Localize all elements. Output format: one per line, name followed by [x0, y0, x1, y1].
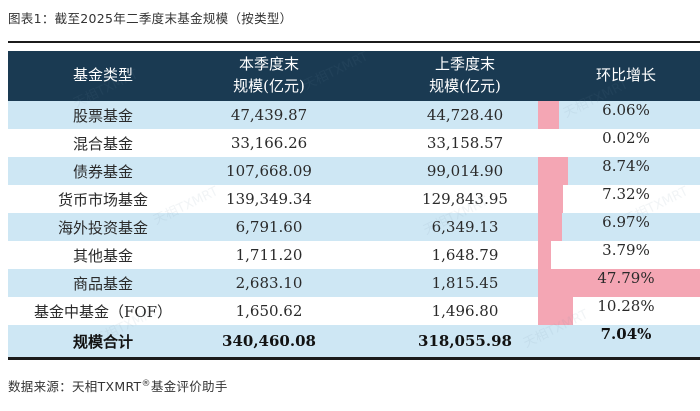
cell-growth: 0.02%	[538, 129, 700, 157]
cell-previous: 1,496.80	[431, 302, 499, 320]
growth-bar	[538, 241, 551, 269]
cell-fund-type: 规模合计	[72, 332, 133, 351]
cell-previous: 318,055.98	[418, 332, 512, 350]
growth-bar	[538, 269, 700, 297]
header-previous-line2: 规模(亿元)	[429, 77, 501, 95]
cell-previous: 33,158.57	[426, 134, 504, 152]
growth-label: 8.74%	[602, 157, 650, 175]
registered-mark: ®	[141, 378, 151, 389]
cell-fund-type: 海外投资基金	[57, 218, 148, 237]
cell-previous: 99,014.90	[426, 162, 504, 180]
cell-fund-type: 股票基金	[72, 106, 133, 125]
cell-fund-type: 商品基金	[72, 274, 133, 293]
source-line: 数据来源：天相TXMRT®基金评价助手	[8, 376, 228, 395]
growth-label: 7.32%	[602, 185, 650, 203]
growth-label: 3.79%	[602, 241, 650, 259]
cell-growth: 6.97%	[538, 213, 700, 241]
table-row: 商品基金 2,683.10 1,815.45 47.79%	[8, 269, 700, 297]
table-header-row: 基金类型 本季度末 规模(亿元) 上季度末 规模(亿元) 环比增长	[8, 51, 700, 101]
growth-label: 47.79%	[597, 269, 655, 287]
header-fund-type: 基金类型	[72, 66, 133, 85]
cell-growth: 10.28%	[538, 297, 700, 325]
header-growth: 环比增长	[595, 66, 656, 85]
growth-label: 10.28%	[597, 297, 655, 315]
growth-bar	[538, 213, 562, 241]
header-current-quarter: 本季度末 规模(亿元)	[188, 54, 360, 98]
cell-fund-type: 混合基金	[72, 134, 133, 153]
cell-growth: 47.79%	[538, 269, 700, 297]
cell-current: 2,683.10	[235, 274, 303, 292]
table-row: 海外投资基金 6,791.60 6,349.13 6.97%	[8, 213, 700, 241]
figure-title: 图表1：截至2025年二季度末基金规模（按类型）	[8, 11, 293, 26]
cell-fund-type: 债券基金	[72, 162, 133, 181]
table-row: 混合基金 33,166.26 33,158.57 0.02%	[8, 129, 700, 157]
cell-current: 6,791.60	[235, 218, 303, 236]
growth-label: 6.06%	[602, 101, 650, 119]
cell-fund-type: 其他基金	[72, 246, 133, 265]
cell-growth: 6.06%	[538, 101, 700, 129]
cell-fund-type: 基金中基金（FOF）	[33, 302, 173, 321]
table-row: 债券基金 107,668.09 99,014.90 8.74%	[8, 157, 700, 185]
header-previous-quarter: 上季度末 规模(亿元)	[360, 54, 538, 98]
cell-previous: 1,648.79	[431, 246, 499, 264]
header-current-line2: 规模(亿元)	[233, 77, 305, 95]
cell-current: 139,349.34	[226, 190, 312, 208]
cell-fund-type: 货币市场基金	[57, 190, 148, 209]
cell-growth: 8.74%	[538, 157, 700, 185]
cell-previous: 1,815.45	[431, 274, 499, 292]
table-row: 规模合计 340,460.08 318,055.98 7.04%	[8, 325, 700, 357]
table-bottom-rule	[8, 357, 700, 360]
table-row: 货币市场基金 139,349.34 129,843.95 7.32%	[8, 185, 700, 213]
cell-previous: 44,728.40	[426, 106, 504, 124]
cell-previous: 6,349.13	[431, 218, 499, 236]
cell-growth: 7.04%	[538, 325, 700, 357]
growth-label: 7.04%	[600, 325, 652, 343]
cell-previous: 129,843.95	[422, 190, 508, 208]
table-top-rule	[8, 41, 700, 43]
table-body: 股票基金 47,439.87 44,728.40 6.06% 混合基金 33,1…	[8, 101, 700, 357]
growth-bar	[538, 297, 573, 325]
header-current-line1: 本季度末	[238, 55, 299, 74]
growth-label: 0.02%	[602, 129, 650, 147]
table-row: 股票基金 47,439.87 44,728.40 6.06%	[8, 101, 700, 129]
growth-label: 6.97%	[602, 213, 650, 231]
source-suffix: 基金评价助手	[150, 379, 228, 394]
cell-current: 33,166.26	[230, 134, 308, 152]
growth-bar	[538, 185, 563, 213]
table-row: 其他基金 1,711.20 1,648.79 3.79%	[8, 241, 700, 269]
cell-current: 1,650.62	[235, 302, 303, 320]
header-previous-line1: 上季度末	[434, 55, 495, 74]
cell-current: 47,439.87	[230, 106, 308, 124]
cell-growth: 3.79%	[538, 241, 700, 269]
cell-growth: 7.32%	[538, 185, 700, 213]
table-row: 基金中基金（FOF） 1,650.62 1,496.80 10.28%	[8, 297, 700, 325]
fund-scale-table: 基金类型 本季度末 规模(亿元) 上季度末 规模(亿元) 环比增长 股票基金 4…	[8, 41, 700, 360]
cell-current: 107,668.09	[226, 162, 312, 180]
growth-bar	[538, 101, 559, 129]
growth-bar	[538, 157, 568, 185]
cell-current: 340,460.08	[222, 332, 316, 350]
cell-current: 1,711.20	[235, 246, 303, 264]
source-prefix: 数据来源：天相TXMRT	[8, 379, 142, 394]
